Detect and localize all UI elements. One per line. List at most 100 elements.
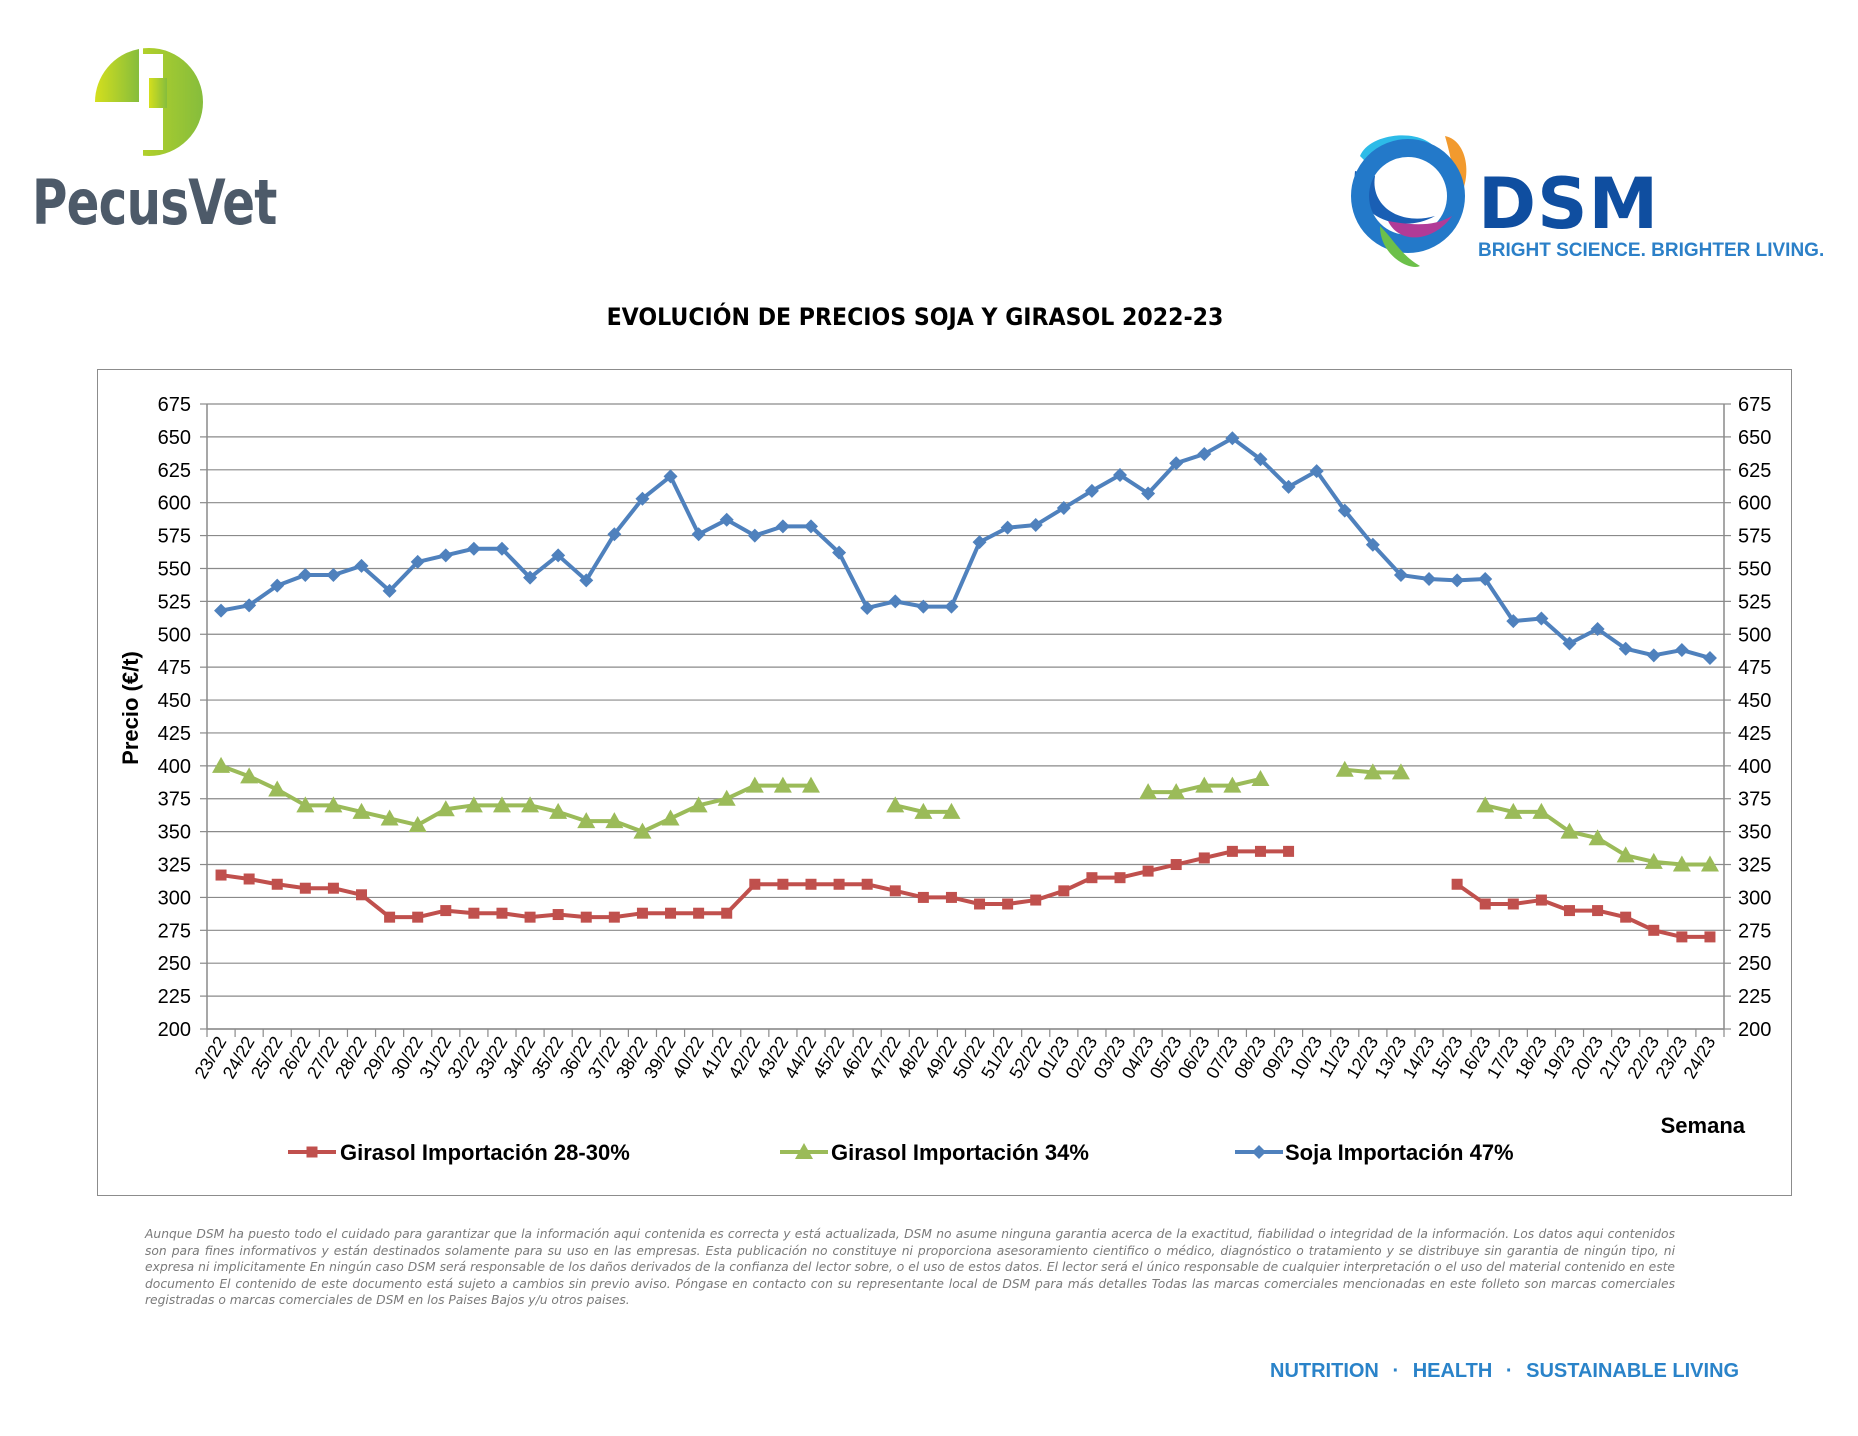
y-tick-label-right: 250 (1738, 953, 1771, 975)
y-tick-label-right: 325 (1738, 855, 1771, 877)
data-point-triangle (1644, 852, 1663, 869)
legend-label: Soja Importación 47% (1285, 1140, 1514, 1165)
y-tick-label: 675 (158, 394, 191, 416)
y-tick-label-right: 600 (1738, 493, 1771, 515)
axes: 200 200 225 225 250 250 275 275 300 300 325 325 350 3… (158, 394, 1772, 1082)
y-tick-label-right: 425 (1738, 723, 1771, 745)
y-tick-label: 425 (158, 723, 191, 745)
y-tick-label: 400 (158, 756, 191, 778)
data-point-diamond (888, 594, 903, 609)
data-point-square (327, 882, 339, 894)
data-point-diamond (860, 600, 875, 615)
y-tick-label-right: 400 (1738, 756, 1771, 778)
footer-sustainable: SUSTAINABLE LIVING (1526, 1360, 1740, 1382)
y-tick-label: 500 (158, 624, 191, 646)
y-tick-label-right: 350 (1738, 822, 1771, 844)
data-point-square (1563, 905, 1575, 917)
data-point-square (1198, 852, 1210, 864)
dsm-logo-icon (1351, 135, 1467, 267)
y-tick-label-right: 575 (1738, 526, 1771, 548)
data-point-square (356, 889, 368, 901)
data-point-square (524, 911, 536, 923)
footer-nutrition: NUTRITION (1270, 1360, 1379, 1382)
data-point-diamond (944, 599, 959, 614)
data-point-triangle (801, 776, 820, 793)
data-point-square (1648, 924, 1660, 936)
data-point-triangle (795, 1143, 813, 1159)
data-point-square (306, 1146, 318, 1158)
y-tick-label: 475 (158, 657, 191, 679)
data-point-diamond (1084, 483, 1099, 498)
y-tick-label-right: 650 (1738, 427, 1771, 449)
data-point-square (693, 907, 705, 919)
data-point-square (496, 907, 508, 919)
data-point-diamond (1252, 1145, 1266, 1159)
data-point-triangle (717, 789, 736, 806)
y-tick-label-right: 625 (1738, 460, 1771, 482)
pecusvet-logo (95, 48, 203, 156)
data-point-diamond (972, 535, 987, 550)
data-point-diamond (635, 491, 650, 506)
data-point-triangle (492, 796, 511, 813)
data-point-square (1451, 878, 1463, 890)
data-point-triangle (745, 776, 764, 793)
y-axis-label: Precio (€/t) (118, 651, 143, 765)
data-point-triangle (1588, 829, 1607, 846)
data-point-square (945, 891, 957, 903)
footer-separator: · (1505, 1360, 1513, 1382)
data-point-diamond (1450, 573, 1465, 588)
y-tick-label: 375 (158, 789, 191, 811)
data-point-square (917, 891, 929, 903)
data-point-diamond (270, 578, 285, 593)
data-point-square (384, 911, 396, 923)
data-point-diamond (1000, 520, 1015, 535)
gridlines (207, 403, 1724, 1030)
data-point-triangle (1139, 783, 1158, 800)
data-point-square (1030, 894, 1042, 906)
series (212, 431, 1719, 943)
data-point-diamond (1028, 518, 1043, 533)
series-girasol_28_30 (215, 845, 1716, 943)
series-girasol_34 (212, 756, 1719, 872)
data-point-diamond (1590, 622, 1605, 636)
data-point-triangle (1251, 770, 1270, 786)
data-point-square (1479, 898, 1491, 910)
data-point-triangle (1532, 802, 1551, 819)
data-point-triangle (914, 802, 933, 819)
data-point-triangle (1363, 763, 1382, 780)
data-point-diamond (1253, 452, 1268, 467)
data-point-diamond (214, 603, 229, 618)
data-point-diamond (1422, 572, 1437, 586)
data-point-triangle (633, 822, 652, 839)
data-point-square (299, 882, 311, 894)
data-point-diamond (1281, 479, 1296, 494)
data-point-diamond (1646, 648, 1661, 663)
y-tick-label: 550 (158, 558, 191, 580)
data-point-square (861, 878, 873, 890)
data-point-triangle (577, 812, 596, 829)
y-tick-label-right: 525 (1738, 591, 1771, 613)
data-point-diamond (382, 583, 397, 598)
y-tick-label-right: 500 (1738, 624, 1771, 646)
data-point-triangle (352, 802, 371, 819)
data-point-diamond (1674, 643, 1689, 658)
data-point-square (440, 905, 452, 917)
x-axis-label: Semana (1661, 1113, 1746, 1138)
data-point-diamond (1056, 500, 1071, 515)
data-point-square (1226, 845, 1238, 857)
y-tick-label-right: 450 (1738, 690, 1771, 712)
data-point-triangle (942, 802, 961, 819)
data-point-diamond (1478, 572, 1493, 586)
data-point-diamond (494, 541, 509, 556)
data-point-diamond (1534, 611, 1549, 626)
y-tick-label-right: 550 (1738, 558, 1771, 580)
legend-item: Girasol Importación 34% (780, 1140, 1089, 1165)
data-point-square (1620, 911, 1632, 923)
chart-frame (97, 369, 1792, 1196)
data-point-triangle (689, 796, 708, 813)
data-point-diamond (1702, 650, 1717, 665)
data-point-triangle (886, 796, 905, 813)
data-point-square (552, 909, 564, 921)
data-point-square (271, 878, 283, 890)
y-tick-label: 250 (158, 953, 191, 975)
